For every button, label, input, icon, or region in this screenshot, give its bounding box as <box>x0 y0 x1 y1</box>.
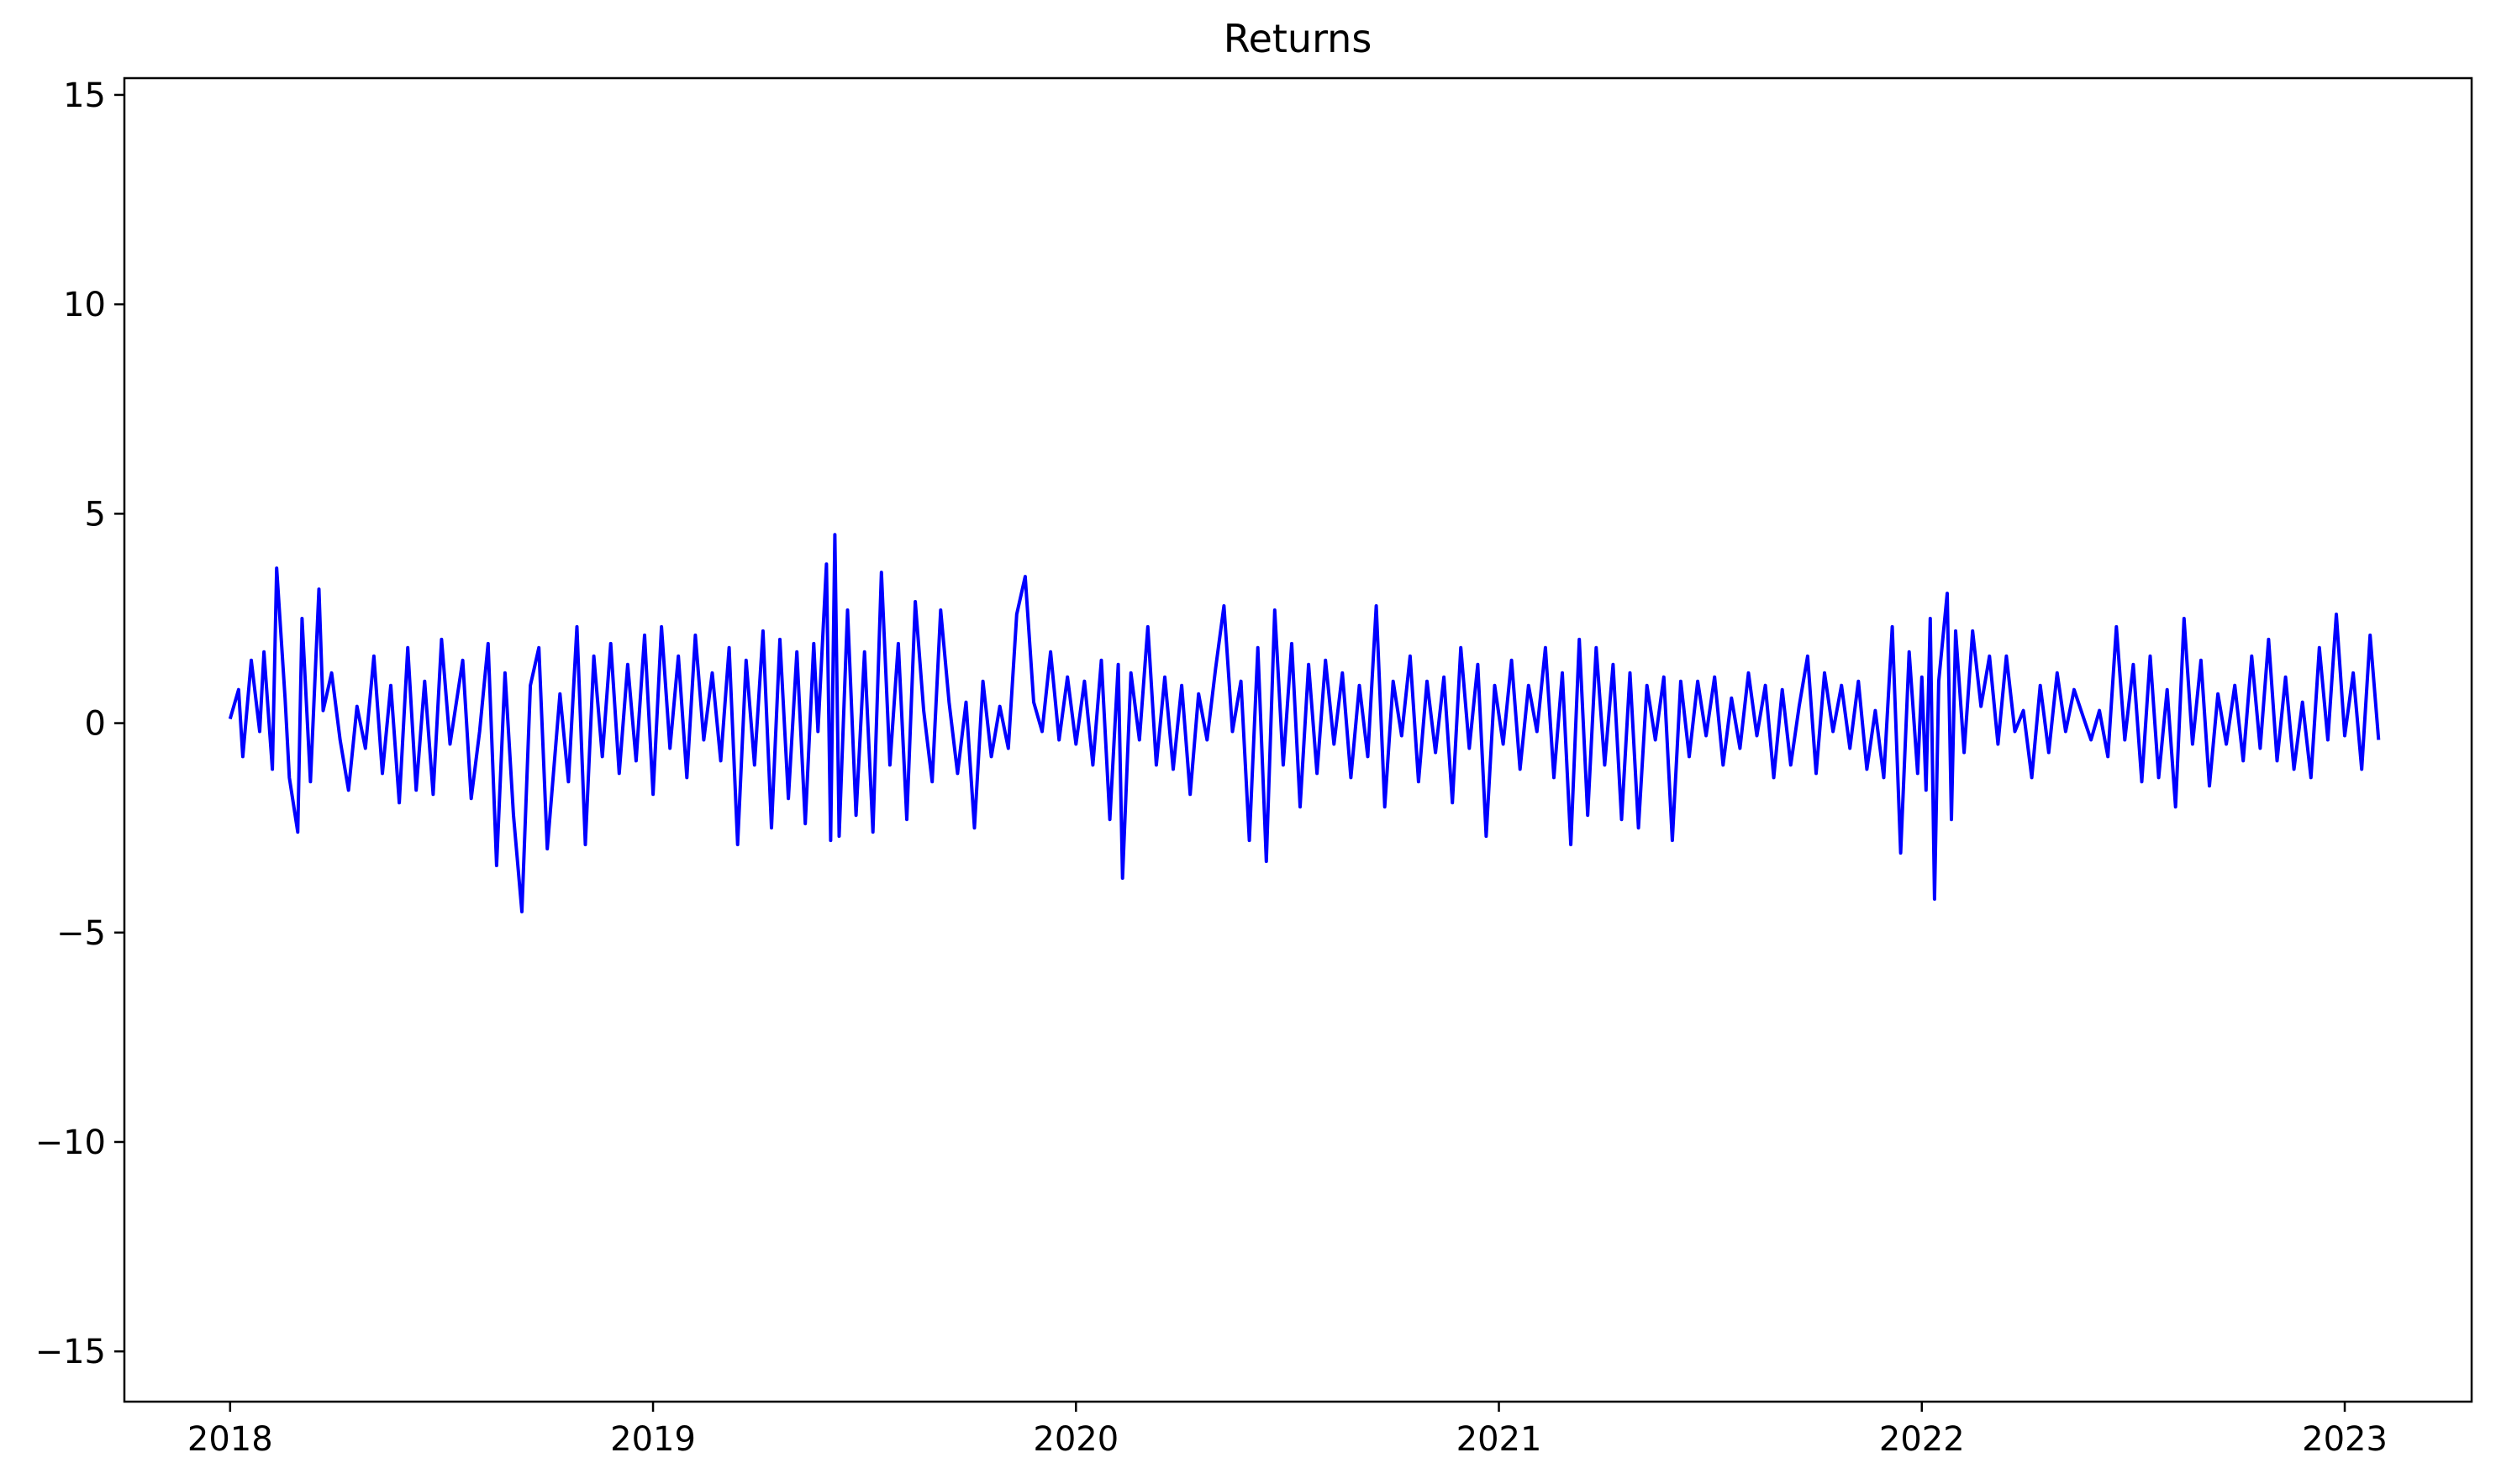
y-tick-label: −5 <box>56 914 106 953</box>
y-tick-label: 5 <box>85 495 106 534</box>
y-axis: 15 10 5 0 −5 −10 −15 <box>35 76 124 1371</box>
x-tick-label: 2019 <box>610 1420 696 1459</box>
x-axis: 2018 2019 2020 2021 2022 2023 <box>187 1402 2388 1459</box>
chart-title: Returns <box>1224 16 1372 61</box>
x-tick-label: 2020 <box>1033 1420 1119 1459</box>
x-tick-label: 2018 <box>187 1420 273 1459</box>
x-tick-label: 2022 <box>1879 1420 1965 1459</box>
y-tick-label: −10 <box>35 1124 106 1162</box>
plot-area <box>230 534 2379 912</box>
y-tick-label: 15 <box>63 76 106 115</box>
y-tick-label: 0 <box>85 705 106 744</box>
y-tick-label: −15 <box>35 1333 106 1371</box>
x-tick-label: 2021 <box>1456 1420 1542 1459</box>
y-tick-label: 10 <box>63 286 106 324</box>
x-tick-label: 2023 <box>2302 1420 2388 1459</box>
series-line-0 <box>230 534 2379 912</box>
